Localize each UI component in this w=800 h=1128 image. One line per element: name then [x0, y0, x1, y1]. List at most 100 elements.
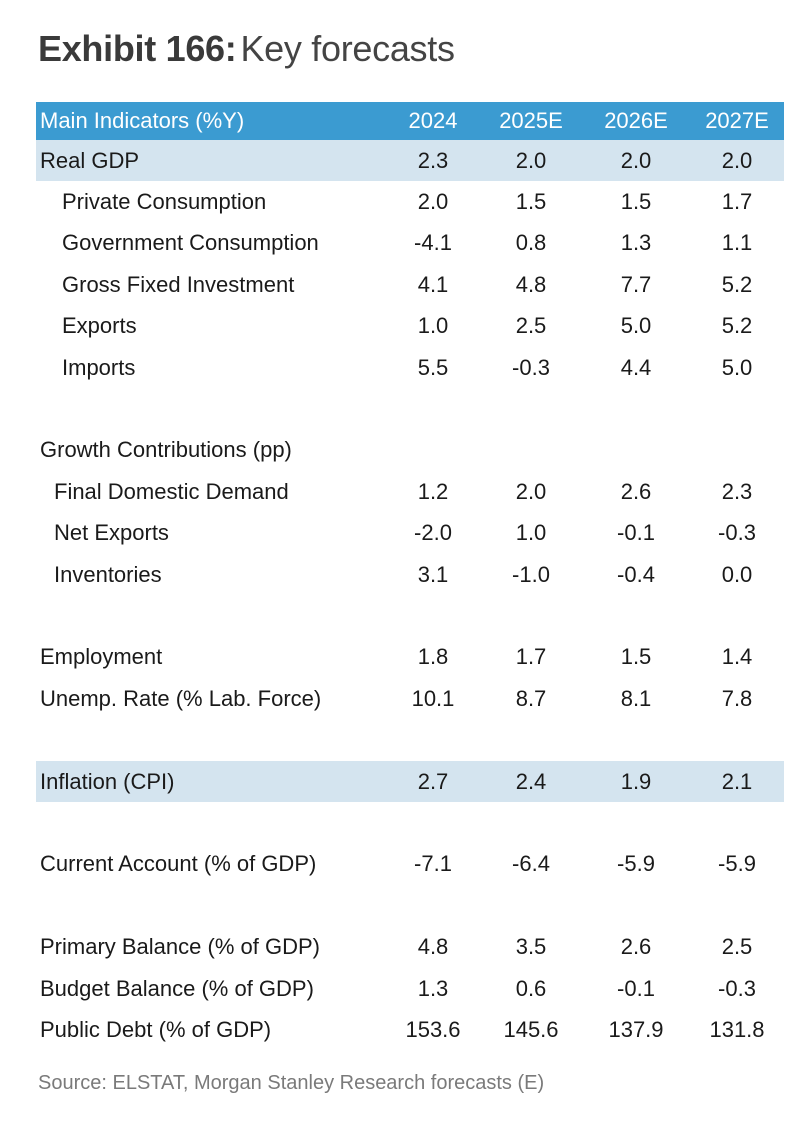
- table-cell: -6.4: [512, 851, 550, 877]
- table-cell: 1.4: [721, 644, 753, 670]
- row-label: Private Consumption: [62, 189, 267, 215]
- table-cell: 2.3: [417, 147, 449, 173]
- table-cell: -0.1: [617, 520, 655, 546]
- table-cell: 2.3: [721, 478, 753, 504]
- table-cell: 1.0: [417, 313, 449, 339]
- table-cell: 8.7: [515, 685, 547, 711]
- table-cell: 0.0: [721, 561, 753, 587]
- table-cell: 3.1: [417, 561, 449, 587]
- table-row: Primary Balance (% of GDP) 4.8 3.5 2.6 2…: [36, 926, 784, 967]
- table-cell: -0.3: [718, 520, 756, 546]
- table-row: Employment 1.8 1.7 1.5 1.4: [36, 637, 784, 678]
- table-cell: 131.8: [709, 1016, 765, 1042]
- table-cell: 1.3: [620, 230, 652, 256]
- exhibit-title: Exhibit 166: Key forecasts: [38, 28, 455, 70]
- table-cell: 0.6: [515, 975, 547, 1001]
- table-cell: 2.5: [515, 313, 547, 339]
- table-cell: 2.5: [721, 934, 753, 960]
- table-cell: 8.1: [620, 685, 652, 711]
- row-spacer: [36, 595, 784, 636]
- table-cell: 2.6: [620, 478, 652, 504]
- forecast-table: Main Indicators (%Y) 2024 2025E 2026E 20…: [36, 102, 784, 1051]
- row-label: Net Exports: [54, 520, 169, 546]
- table-cell: -1.0: [512, 561, 550, 587]
- table-cell: 2.0: [515, 478, 547, 504]
- table-cell: 2.6: [620, 934, 652, 960]
- header-year: 2026E: [604, 108, 668, 133]
- row-label: Budget Balance (% of GDP): [40, 975, 314, 1001]
- table-cell: 1.5: [620, 189, 652, 215]
- table-cell: 4.8: [515, 271, 547, 297]
- table-row: Exports 1.0 2.5 5.0 5.2: [36, 306, 784, 347]
- table-cell: 5.2: [721, 271, 753, 297]
- row-label: Primary Balance (% of GDP): [40, 934, 320, 960]
- table-cell: 145.6: [503, 1016, 559, 1042]
- table-cell: 1.5: [515, 189, 547, 215]
- table-cell: 153.6: [405, 1016, 461, 1042]
- table-cell: 5.0: [620, 313, 652, 339]
- table-cell: 7.8: [721, 685, 753, 711]
- table-cell: -4.1: [414, 230, 452, 256]
- source-note: Source: ELSTAT, Morgan Stanley Research …: [38, 1072, 545, 1094]
- table-cell: 1.1: [721, 230, 753, 256]
- table-cell: -0.4: [617, 561, 655, 587]
- table-cell: 1.5: [620, 644, 652, 670]
- table-cell: 4.4: [620, 354, 652, 380]
- table-row: Budget Balance (% of GDP) 1.3 0.6 -0.1 -…: [36, 968, 784, 1009]
- header-year: 2024: [408, 108, 458, 133]
- table-cell: 4.8: [417, 934, 449, 960]
- exhibit-caption: Key forecasts: [240, 28, 455, 69]
- table-cell: 1.3: [417, 975, 449, 1001]
- exhibit-number: Exhibit 166:: [38, 28, 237, 69]
- row-label: Exports: [62, 313, 137, 339]
- table-cell: -2.0: [414, 520, 452, 546]
- table-cell: 7.7: [620, 271, 652, 297]
- table-row: Final Domestic Demand 1.2 2.0 2.6 2.3: [36, 471, 784, 512]
- table-row: Inventories 3.1 -1.0 -0.4 0.0: [36, 554, 784, 595]
- table-row: Unemp. Rate (% Lab. Force) 10.1 8.7 8.1 …: [36, 678, 784, 719]
- table-row-section-heading: Growth Contributions (pp): [36, 430, 784, 471]
- table-row: Gross Fixed Investment 4.1 4.8 7.7 5.2: [36, 264, 784, 305]
- table-row: Imports 5.5 -0.3 4.4 5.0: [36, 347, 784, 388]
- table-header-row: Main Indicators (%Y) 2024 2025E 2026E 20…: [36, 102, 784, 140]
- table-cell: 1.7: [721, 189, 753, 215]
- table-cell: 5.5: [417, 354, 449, 380]
- table-cell: 2.0: [620, 147, 652, 173]
- table-cell: 1.8: [417, 644, 449, 670]
- row-spacer: [36, 885, 784, 926]
- row-label: Gross Fixed Investment: [62, 271, 295, 297]
- table-cell: -5.9: [617, 851, 655, 877]
- table-row: Public Debt (% of GDP) 153.6 145.6 137.9…: [36, 1009, 784, 1050]
- header-year: 2027E: [705, 108, 769, 133]
- table-cell: 10.1: [411, 685, 455, 711]
- row-label: Current Account (% of GDP): [40, 851, 317, 877]
- row-label: Inventories: [54, 561, 162, 587]
- table-row-real-gdp: Real GDP 2.3 2.0 2.0 2.0: [36, 140, 784, 182]
- header-year: 2025E: [499, 108, 563, 133]
- row-label: Government Consumption: [62, 230, 319, 256]
- table-cell: 1.9: [620, 768, 652, 794]
- table-cell: 2.0: [721, 147, 753, 173]
- table-cell: 5.0: [721, 354, 753, 380]
- row-label: Employment: [40, 644, 163, 670]
- header-label: Main Indicators (%Y): [40, 108, 245, 133]
- table-row: Government Consumption -4.1 0.8 1.3 1.1: [36, 223, 784, 264]
- table-cell: -0.3: [512, 354, 550, 380]
- table-cell: 2.4: [515, 768, 547, 794]
- table-cell: -0.3: [718, 975, 756, 1001]
- table-cell: 5.2: [721, 313, 753, 339]
- row-spacer: [36, 802, 784, 843]
- table-cell: 2.0: [515, 147, 547, 173]
- table-cell: -7.1: [414, 851, 452, 877]
- table-row-inflation: Inflation (CPI) 2.7 2.4 1.9 2.1: [36, 760, 784, 803]
- table-cell: -0.1: [617, 975, 655, 1001]
- table-cell: 4.1: [417, 271, 449, 297]
- row-spacer: [36, 719, 784, 760]
- table-row: Current Account (% of GDP) -7.1 -6.4 -5.…: [36, 844, 784, 885]
- table-cell: 2.0: [417, 189, 449, 215]
- row-label: Unemp. Rate (% Lab. Force): [40, 685, 322, 711]
- row-label: Real GDP: [40, 147, 140, 173]
- row-label: Imports: [62, 354, 136, 380]
- row-label: Public Debt (% of GDP): [40, 1016, 272, 1042]
- table-cell: -5.9: [718, 851, 756, 877]
